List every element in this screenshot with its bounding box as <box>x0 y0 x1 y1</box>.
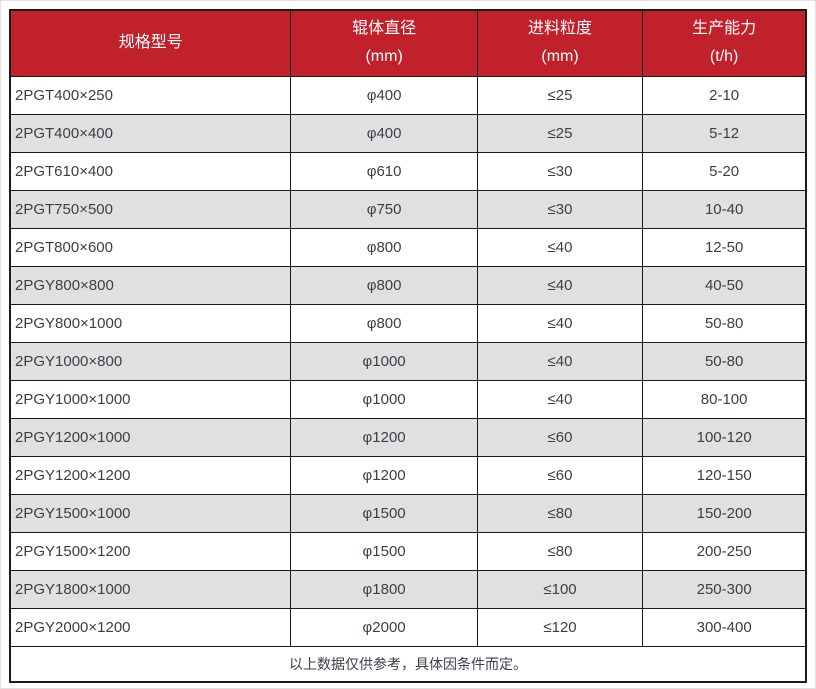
cell-feed-size: ≤25 <box>476 113 644 153</box>
table-row: 2PGT400×250 φ400 ≤25 2-10 <box>9 75 807 115</box>
table-row: 2PGY2000×1200 φ2000 ≤120 300-400 <box>9 607 807 647</box>
header-roller-diameter: 辊体直径 (mm) <box>290 9 478 77</box>
cell-roller-diameter: φ400 <box>290 113 478 153</box>
header-roller-diameter-title: 辊体直径 <box>352 20 417 38</box>
cell-roller-diameter: φ2000 <box>290 607 478 647</box>
cell-feed-size: ≤80 <box>476 493 644 533</box>
header-model: 规格型号 <box>9 9 292 77</box>
cell-model: 2PGY1800×1000 <box>9 569 292 609</box>
table-row: 2PGT800×600 φ800 ≤40 12-50 <box>9 227 807 267</box>
table-footer: 以上数据仅供参考，具体因条件而定。 <box>9 645 807 683</box>
table-row: 2PGY1500×1000 φ1500 ≤80 150-200 <box>9 493 807 533</box>
cell-capacity: 50-80 <box>642 341 807 381</box>
cell-capacity: 200-250 <box>642 531 807 571</box>
cell-feed-size: ≤40 <box>476 227 644 267</box>
cell-model: 2PGY1000×800 <box>9 341 292 381</box>
cell-model: 2PGY800×1000 <box>9 303 292 343</box>
cell-capacity: 50-80 <box>642 303 807 343</box>
cell-roller-diameter: φ1200 <box>290 455 478 495</box>
cell-feed-size: ≤40 <box>476 265 644 305</box>
cell-capacity: 12-50 <box>642 227 807 267</box>
header-capacity: 生产能力 (t/h) <box>642 9 807 77</box>
cell-capacity: 80-100 <box>642 379 807 419</box>
footer-note: 以上数据仅供参考，具体因条件而定。 <box>9 645 807 683</box>
table-row: 2PGT400×400 φ400 ≤25 5-12 <box>9 113 807 153</box>
table-header: 规格型号 辊体直径 (mm) 进料粒度 (mm) 生产能力 (t/h) <box>9 9 807 77</box>
footer-row: 以上数据仅供参考，具体因条件而定。 <box>9 645 807 683</box>
cell-model: 2PGT400×400 <box>9 113 292 153</box>
cell-feed-size: ≤25 <box>476 75 644 115</box>
cell-roller-diameter: φ800 <box>290 265 478 305</box>
cell-roller-diameter: φ610 <box>290 151 478 191</box>
table-row: 2PGY800×1000 φ800 ≤40 50-80 <box>9 303 807 343</box>
cell-roller-diameter: φ750 <box>290 189 478 229</box>
cell-feed-size: ≤40 <box>476 379 644 419</box>
cell-model: 2PGY2000×1200 <box>9 607 292 647</box>
cell-feed-size: ≤60 <box>476 417 644 457</box>
table-row: 2PGY1800×1000 φ1800 ≤100 250-300 <box>9 569 807 609</box>
cell-feed-size: ≤40 <box>476 341 644 381</box>
table-row: 2PGT610×400 φ610 ≤30 5-20 <box>9 151 807 191</box>
cell-capacity: 120-150 <box>642 455 807 495</box>
cell-model: 2PGY1200×1000 <box>9 417 292 457</box>
cell-roller-diameter: φ1000 <box>290 341 478 381</box>
table-row: 2PGY1200×1000 φ1200 ≤60 100-120 <box>9 417 807 457</box>
table-row: 2PGY1200×1200 φ1200 ≤60 120-150 <box>9 455 807 495</box>
cell-roller-diameter: φ400 <box>290 75 478 115</box>
header-row: 规格型号 辊体直径 (mm) 进料粒度 (mm) 生产能力 (t/h) <box>9 9 807 77</box>
cell-capacity: 5-12 <box>642 113 807 153</box>
header-feed-size-title: 进料粒度 <box>528 20 593 38</box>
cell-capacity: 2-10 <box>642 75 807 115</box>
cell-feed-size: ≤80 <box>476 531 644 571</box>
cell-feed-size: ≤30 <box>476 189 644 229</box>
cell-roller-diameter: φ800 <box>290 303 478 343</box>
cell-roller-diameter: φ1800 <box>290 569 478 609</box>
table-row: 2PGY1500×1200 φ1500 ≤80 200-250 <box>9 531 807 571</box>
cell-roller-diameter: φ1500 <box>290 531 478 571</box>
table-row: 2PGT750×500 φ750 ≤30 10-40 <box>9 189 807 229</box>
header-feed-size-unit: (mm) <box>541 48 579 66</box>
cell-feed-size: ≤40 <box>476 303 644 343</box>
table-row: 2PGY800×800 φ800 ≤40 40-50 <box>9 265 807 305</box>
header-capacity-title: 生产能力 <box>692 20 757 38</box>
cell-roller-diameter: φ1000 <box>290 379 478 419</box>
cell-capacity: 10-40 <box>642 189 807 229</box>
cell-roller-diameter: φ1500 <box>290 493 478 533</box>
header-roller-diameter-unit: (mm) <box>365 48 403 66</box>
header-model-title: 规格型号 <box>118 34 183 52</box>
cell-model: 2PGT610×400 <box>9 151 292 191</box>
cell-capacity: 250-300 <box>642 569 807 609</box>
cell-feed-size: ≤30 <box>476 151 644 191</box>
cell-capacity: 150-200 <box>642 493 807 533</box>
cell-roller-diameter: φ1200 <box>290 417 478 457</box>
cell-model: 2PGY1500×1200 <box>9 531 292 571</box>
table-body: 2PGT400×250 φ400 ≤25 2-10 2PGT400×400 φ400 ≤25… <box>9 75 807 647</box>
cell-model: 2PGT400×250 <box>9 75 292 115</box>
cell-model: 2PGT800×600 <box>9 227 292 267</box>
header-capacity-unit: (t/h) <box>709 48 739 66</box>
cell-feed-size: ≤120 <box>476 607 644 647</box>
cell-model: 2PGY800×800 <box>9 265 292 305</box>
table-row: 2PGY1000×800 φ1000 ≤40 50-80 <box>9 341 807 381</box>
cell-capacity: 100-120 <box>642 417 807 457</box>
cell-model: 2PGT750×500 <box>9 189 292 229</box>
cell-capacity: 40-50 <box>642 265 807 305</box>
cell-capacity: 5-20 <box>642 151 807 191</box>
table-row: 2PGY1000×1000 φ1000 ≤40 80-100 <box>9 379 807 419</box>
cell-roller-diameter: φ800 <box>290 227 478 267</box>
spec-table: 规格型号 辊体直径 (mm) 进料粒度 (mm) 生产能力 (t/h) 2PGT… <box>9 9 807 683</box>
cell-feed-size: ≤100 <box>476 569 644 609</box>
cell-feed-size: ≤60 <box>476 455 644 495</box>
cell-capacity: 300-400 <box>642 607 807 647</box>
header-feed-size: 进料粒度 (mm) <box>476 9 644 77</box>
cell-model: 2PGY1500×1000 <box>9 493 292 533</box>
cell-model: 2PGY1200×1200 <box>9 455 292 495</box>
cell-model: 2PGY1000×1000 <box>9 379 292 419</box>
